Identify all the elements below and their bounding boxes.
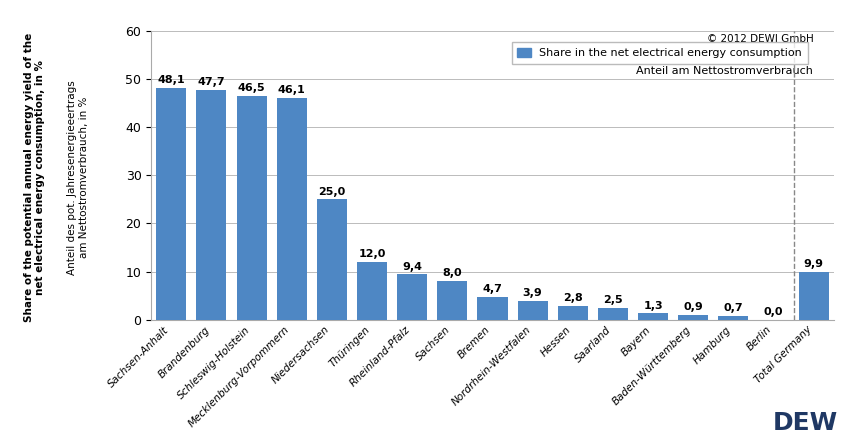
Text: DEW: DEW — [772, 411, 838, 435]
Text: 25,0: 25,0 — [318, 186, 346, 197]
Text: 0,9: 0,9 — [683, 302, 703, 313]
Text: 2,5: 2,5 — [603, 295, 623, 305]
Bar — [718, 316, 748, 320]
Text: © 2012 DEWI GmbH: © 2012 DEWI GmbH — [707, 34, 813, 44]
Text: 1,3: 1,3 — [644, 301, 663, 310]
Text: 0,7: 0,7 — [723, 303, 743, 313]
Text: Share of the potential annual energy yield of the
net electrical energy consumpt: Share of the potential annual energy yie… — [23, 33, 46, 322]
Legend: Share in the net electrical energy consumption: Share in the net electrical energy consu… — [511, 43, 808, 64]
Text: 8,0: 8,0 — [442, 268, 462, 278]
Text: 2,8: 2,8 — [563, 293, 582, 303]
Text: 3,9: 3,9 — [523, 288, 543, 298]
Bar — [357, 262, 387, 320]
Bar — [478, 297, 507, 320]
Text: 12,0: 12,0 — [359, 249, 385, 259]
Text: 0,0: 0,0 — [764, 307, 784, 317]
Bar — [317, 199, 347, 320]
Bar — [598, 308, 628, 320]
Bar — [397, 274, 427, 320]
Text: Anteil des pot. Jahresenergieeertrags
am Nettostromverbrauch, in %: Anteil des pot. Jahresenergieeertrags am… — [67, 80, 88, 275]
Bar — [518, 301, 548, 320]
Bar — [196, 90, 226, 320]
Bar — [638, 313, 668, 320]
Text: 48,1: 48,1 — [157, 75, 185, 85]
Bar — [678, 315, 708, 320]
Bar — [276, 98, 307, 320]
Text: 47,7: 47,7 — [198, 77, 226, 87]
Text: 46,5: 46,5 — [238, 83, 265, 93]
Bar — [437, 281, 467, 320]
Bar — [156, 88, 187, 320]
Text: Anteil am Nettostromverbrauch: Anteil am Nettostromverbrauch — [637, 66, 813, 76]
Text: 9,9: 9,9 — [804, 259, 823, 269]
Text: 46,1: 46,1 — [278, 85, 306, 95]
Bar — [798, 272, 829, 320]
Bar — [237, 96, 267, 320]
Bar — [558, 306, 588, 320]
Text: 9,4: 9,4 — [402, 262, 422, 272]
Text: 4,7: 4,7 — [482, 284, 503, 294]
